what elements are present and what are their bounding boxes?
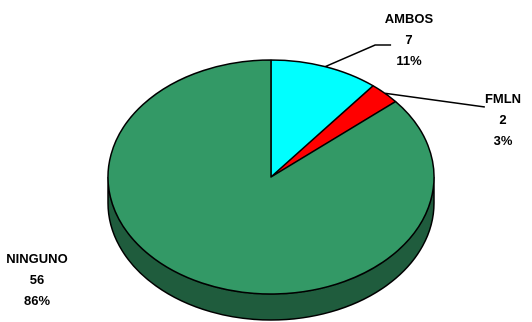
slice-value-fmln: 2 xyxy=(499,112,507,127)
slice-value-ninguno: 56 xyxy=(29,272,45,287)
pie-top-layer xyxy=(107,59,435,295)
leader-line-fmln xyxy=(384,92,485,108)
slice-percent-ambos: 11% xyxy=(396,53,422,68)
data-label-ambos: AMBOS 7 11% xyxy=(378,8,440,71)
slice-percent-ninguno: 86% xyxy=(23,293,51,308)
data-label-fmln: FMLN 2 3% xyxy=(474,88,532,151)
leader-line-ambos xyxy=(324,44,392,68)
data-label-ninguno: NINGUNO 56 86% xyxy=(2,248,72,311)
slice-name-fmln: FMLN xyxy=(484,91,522,106)
slice-name-ninguno: NINGUNO xyxy=(6,251,68,266)
pie-slice-ninguno xyxy=(107,59,435,295)
slice-value-ambos: 7 xyxy=(405,32,413,47)
leader-lines xyxy=(324,44,485,108)
slice-percent-fmln: 3% xyxy=(493,133,513,148)
pie-slice-ambos xyxy=(270,59,374,178)
slice-name-ambos: AMBOS xyxy=(384,11,434,26)
